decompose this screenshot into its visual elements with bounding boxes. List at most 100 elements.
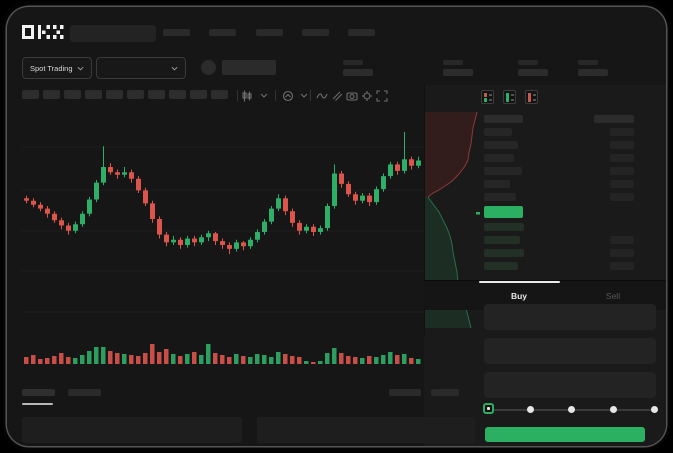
ask-price-placeholder[interactable] <box>484 193 516 201</box>
global-search-placeholder[interactable] <box>70 25 156 42</box>
volume-bar <box>220 355 225 364</box>
volume-bar <box>129 355 134 364</box>
last-price-placeholder <box>222 60 276 75</box>
interval-button-placeholder[interactable] <box>169 90 186 99</box>
candle-body <box>80 213 85 225</box>
total-input-placeholder[interactable] <box>484 372 656 398</box>
price-input-placeholder[interactable] <box>484 304 656 330</box>
toolbar-divider <box>275 90 276 101</box>
expand-icon[interactable] <box>375 89 388 102</box>
last-price-pill[interactable] <box>484 206 523 218</box>
ask-price-placeholder[interactable] <box>484 154 514 162</box>
bottom-left-panel-placeholder <box>22 417 242 443</box>
market-type-dropdown[interactable]: Spot Trading <box>22 57 92 79</box>
book-buy-icon[interactable] <box>503 90 516 104</box>
candle-body <box>353 194 358 201</box>
candle-body <box>402 159 407 171</box>
candle-body <box>339 173 344 184</box>
volume-bar <box>283 354 288 364</box>
nav-item-placeholder[interactable] <box>163 29 190 36</box>
settings-icon[interactable] <box>360 89 373 102</box>
volume-bar <box>325 353 330 364</box>
candle-body <box>45 208 50 214</box>
stat-label-placeholder <box>518 60 538 65</box>
slider-dot[interactable] <box>651 406 658 413</box>
bottom-action-placeholder[interactable] <box>431 389 459 396</box>
tab-sell[interactable]: Sell <box>566 281 660 310</box>
stat-label-placeholder <box>343 60 363 65</box>
interval-button-placeholder[interactable] <box>64 90 81 99</box>
book-both-icon[interactable] <box>481 90 494 104</box>
volume-bar <box>52 356 57 364</box>
volume-bar <box>227 357 232 364</box>
interval-button-placeholder[interactable] <box>148 90 165 99</box>
bid-amount-placeholder <box>610 249 634 257</box>
indicators-icon[interactable] <box>281 89 294 102</box>
candle-body <box>206 233 211 238</box>
slider-dot[interactable] <box>609 406 617 413</box>
candle-body <box>24 198 29 201</box>
ask-amount-placeholder <box>610 167 634 175</box>
volume-bar <box>164 349 169 364</box>
candle-body <box>360 195 365 201</box>
bid-price-placeholder[interactable] <box>484 223 524 231</box>
submit-buy-button[interactable] <box>485 427 645 442</box>
ask-price-placeholder[interactable] <box>484 180 510 188</box>
candle-body <box>192 238 197 243</box>
bid-price-placeholder[interactable] <box>484 236 520 244</box>
candle-body <box>388 164 393 177</box>
tab-buy[interactable]: Buy <box>472 281 566 310</box>
candle-body <box>234 242 239 249</box>
ask-price-placeholder[interactable] <box>484 128 512 136</box>
candle-body <box>241 242 246 247</box>
interval-button-placeholder[interactable] <box>106 90 123 99</box>
percent-slider-handle[interactable] <box>483 403 494 414</box>
interval-button-placeholder[interactable] <box>211 90 228 99</box>
volume-bar <box>24 357 29 364</box>
chevron-down-icon[interactable] <box>299 89 308 102</box>
interval-button-placeholder[interactable] <box>85 90 102 99</box>
slider-dot[interactable] <box>526 406 534 413</box>
slider-dot[interactable] <box>568 406 575 413</box>
bottom-tab-active-placeholder[interactable] <box>22 389 55 396</box>
bid-price-placeholder[interactable] <box>484 262 518 270</box>
pair-selector-dropdown[interactable] <box>96 57 186 79</box>
candle-body <box>213 233 218 242</box>
bottom-action-placeholder[interactable] <box>389 389 421 396</box>
interval-button-placeholder[interactable] <box>43 90 60 99</box>
nav-item-placeholder[interactable] <box>301 29 329 36</box>
nav-item-placeholder[interactable] <box>209 29 237 36</box>
interval-button-placeholder[interactable] <box>190 90 207 99</box>
candlestick-chart[interactable] <box>22 107 424 369</box>
chevron-down-icon[interactable] <box>259 89 268 102</box>
panel-divider <box>424 85 425 335</box>
volume-bar <box>276 352 281 364</box>
ask-price-placeholder[interactable] <box>484 167 522 175</box>
candle-body <box>409 159 414 166</box>
bottom-tab-underline <box>22 403 53 405</box>
line-tool-icon[interactable] <box>315 89 328 102</box>
candle-body <box>101 167 106 183</box>
volume-bar <box>416 359 421 364</box>
nav-item-placeholder[interactable] <box>348 29 376 36</box>
candle-body <box>248 239 253 247</box>
ask-amount-placeholder <box>610 128 634 136</box>
candle-body <box>150 203 155 219</box>
ask-price-placeholder[interactable] <box>484 141 518 149</box>
interval-button-placeholder[interactable] <box>127 90 144 99</box>
brush-icon[interactable] <box>330 89 343 102</box>
interval-button-placeholder[interactable] <box>22 90 39 99</box>
book-sell-icon[interactable] <box>525 90 538 104</box>
candle-body <box>52 213 57 221</box>
nav-item-placeholder[interactable] <box>255 29 283 36</box>
candle-body <box>122 172 127 175</box>
candle-body <box>129 172 134 179</box>
amount-input-placeholder[interactable] <box>484 338 656 364</box>
camera-icon[interactable] <box>345 89 358 102</box>
bottom-tab-placeholder[interactable] <box>68 389 101 396</box>
volume-bar <box>409 358 414 364</box>
coin-avatar <box>201 60 216 75</box>
candle-body <box>276 198 281 209</box>
candles-icon[interactable] <box>240 89 253 102</box>
bid-price-placeholder[interactable] <box>484 249 524 257</box>
